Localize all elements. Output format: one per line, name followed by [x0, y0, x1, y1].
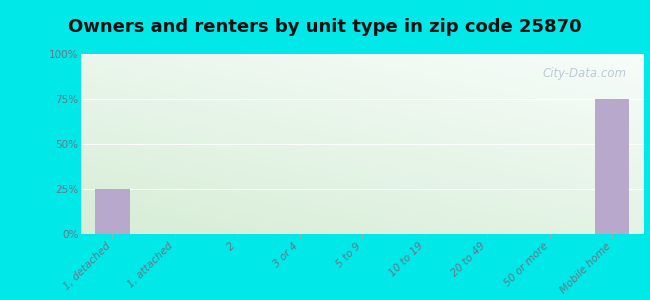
Bar — [595, 99, 629, 234]
Text: Owners and renters by unit type in zip code 25870: Owners and renters by unit type in zip c… — [68, 18, 582, 36]
Text: City-Data.com: City-Data.com — [543, 67, 627, 80]
Bar — [96, 189, 129, 234]
